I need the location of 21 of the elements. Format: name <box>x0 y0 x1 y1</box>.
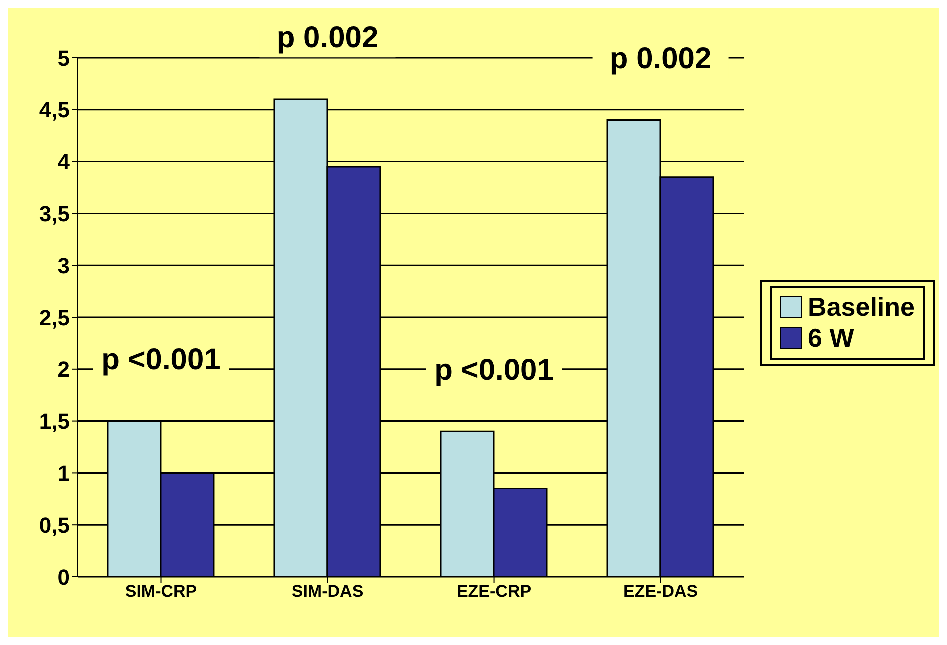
x-tick-label: SIM-CRP <box>125 582 198 602</box>
y-tick-label: 0,5 <box>39 512 70 538</box>
annotation: p <0.001 <box>434 354 554 387</box>
x-tick-label: EZE-DAS <box>623 582 698 602</box>
y-tick-label: 3 <box>58 253 70 278</box>
y-tick-label: 3,5 <box>39 202 70 227</box>
legend-label: 6 W <box>808 322 854 354</box>
annotation: p <0.001 <box>102 343 221 376</box>
y-tick-label: 5 <box>58 46 70 71</box>
x-tick-label: SIM-DAS <box>292 582 364 602</box>
y-tick-label: 2,5 <box>39 305 70 330</box>
y-tick-label: 0 <box>58 564 70 590</box>
y-tick-label: 4,5 <box>39 98 70 123</box>
text: p 0.002 <box>276 22 379 55</box>
y-tick-label: 4 <box>58 150 71 175</box>
x-tick-label: EZE-CRP <box>456 582 532 602</box>
legend-label: Baseline <box>808 292 915 322</box>
y-tick-label: 2 <box>58 357 70 382</box>
y-tick-label: 1,5 <box>39 409 70 434</box>
y-tick-label: 1 <box>58 461 70 486</box>
annotation: p 0.002 <box>610 42 712 76</box>
